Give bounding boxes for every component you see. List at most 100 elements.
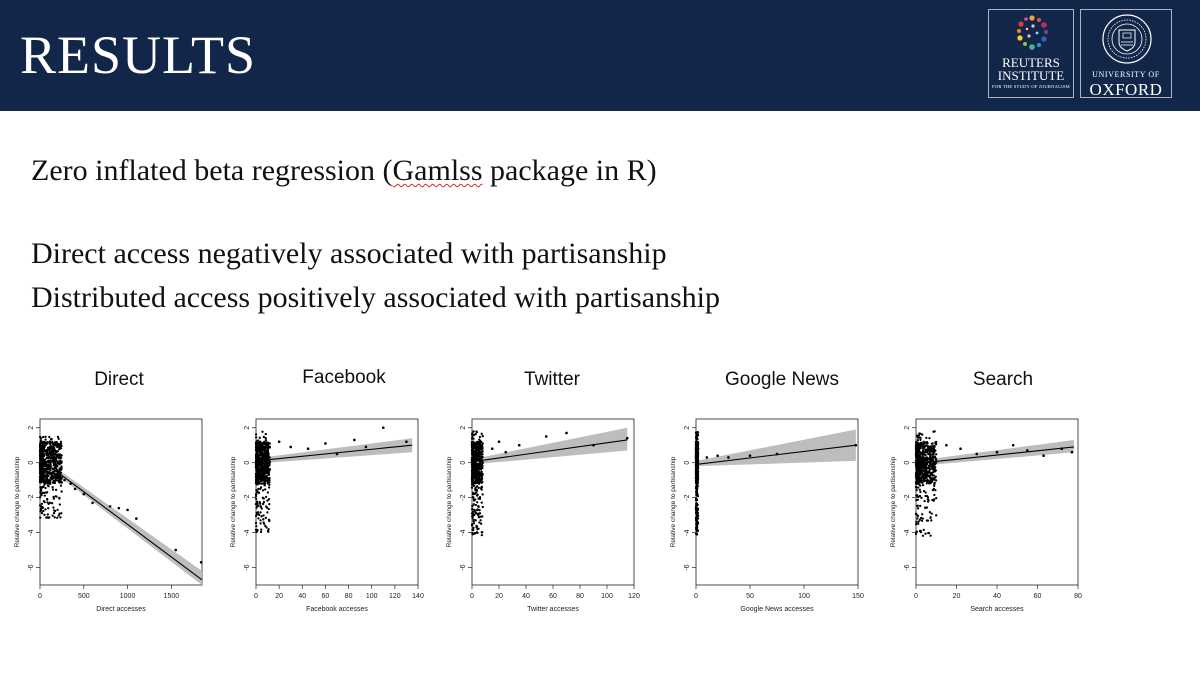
y-tick-label: -2 bbox=[28, 494, 35, 500]
data-point bbox=[39, 488, 42, 492]
data-point bbox=[471, 453, 475, 456]
data-point bbox=[925, 482, 928, 485]
data-point bbox=[265, 506, 269, 509]
data-point bbox=[933, 430, 936, 433]
data-point bbox=[57, 455, 60, 458]
data-point bbox=[470, 477, 474, 481]
plot-frame bbox=[39, 418, 203, 586]
data-point bbox=[44, 486, 47, 490]
regression-line bbox=[471, 439, 628, 463]
slide-title: RESULTS bbox=[20, 25, 257, 85]
data-point bbox=[917, 449, 920, 452]
data-point bbox=[260, 528, 263, 531]
data-point bbox=[268, 479, 271, 482]
data-point bbox=[473, 532, 476, 535]
data-point bbox=[260, 482, 263, 485]
confidence-band bbox=[916, 439, 1074, 467]
data-point bbox=[56, 435, 60, 439]
data-point bbox=[470, 433, 474, 436]
data-point bbox=[934, 475, 937, 478]
data-point bbox=[56, 477, 59, 480]
data-point bbox=[254, 521, 258, 525]
data-point-outlier bbox=[63, 478, 66, 482]
data-point bbox=[914, 512, 918, 515]
data-point bbox=[917, 495, 920, 499]
data-point bbox=[929, 472, 932, 475]
data-point bbox=[695, 487, 698, 490]
data-point bbox=[51, 486, 54, 489]
y-axis-label: Relative change to partisanship bbox=[670, 456, 677, 547]
y-tick-label: -6 bbox=[460, 564, 467, 570]
data-point bbox=[470, 524, 474, 527]
y-tick-label: 0 bbox=[684, 461, 691, 465]
data-point bbox=[49, 454, 53, 457]
data-point bbox=[263, 454, 266, 458]
data-point bbox=[53, 475, 56, 478]
x-tick-label: 0 bbox=[38, 593, 42, 600]
x-tick-label: 100 bbox=[798, 593, 810, 600]
data-point bbox=[480, 448, 483, 451]
data-point bbox=[268, 463, 271, 467]
data-point bbox=[44, 464, 47, 468]
data-point bbox=[477, 504, 480, 508]
data-point bbox=[50, 460, 53, 463]
data-point bbox=[471, 504, 474, 508]
data-point bbox=[475, 494, 479, 497]
data-point bbox=[918, 488, 921, 491]
data-point-outlier bbox=[381, 426, 385, 430]
data-point bbox=[477, 527, 480, 530]
data-point bbox=[696, 494, 700, 498]
data-point bbox=[52, 448, 55, 451]
data-point bbox=[921, 447, 924, 450]
data-point bbox=[917, 520, 920, 523]
data-point bbox=[44, 441, 47, 444]
data-point bbox=[695, 511, 698, 515]
data-point bbox=[260, 507, 263, 510]
data-point bbox=[268, 483, 271, 487]
data-point bbox=[263, 443, 266, 446]
data-point bbox=[254, 467, 258, 470]
data-point bbox=[261, 489, 265, 492]
data-point bbox=[57, 445, 60, 448]
data-point-outlier bbox=[544, 435, 548, 438]
data-point bbox=[917, 476, 920, 479]
data-point bbox=[264, 476, 267, 479]
data-point-outlier bbox=[945, 443, 948, 447]
data-point bbox=[472, 522, 475, 525]
y-tick-label: 2 bbox=[28, 426, 35, 430]
data-point bbox=[922, 458, 925, 462]
data-point bbox=[60, 512, 63, 515]
data-point bbox=[929, 516, 932, 520]
data-point bbox=[477, 455, 480, 458]
confidence-band bbox=[696, 429, 856, 467]
data-point bbox=[54, 457, 57, 461]
reuters-institute-logo: REUTERS INSTITUTE FOR THE STUDY OF JOURN… bbox=[988, 9, 1074, 98]
data-point bbox=[478, 479, 481, 482]
data-point bbox=[478, 496, 482, 499]
data-point bbox=[48, 435, 51, 439]
panel-title-direct: Direct bbox=[94, 369, 144, 390]
data-point bbox=[481, 505, 484, 509]
data-point bbox=[695, 528, 698, 532]
data-point bbox=[40, 486, 43, 489]
scatter-chart-google-news: 0 50 100 150 2 0 -2 -4 -6 Google News accesses Rel… bbox=[670, 418, 864, 613]
data-point bbox=[50, 475, 53, 478]
y-tick-label: -2 bbox=[460, 494, 467, 500]
data-point bbox=[265, 455, 268, 459]
data-point bbox=[927, 479, 930, 483]
data-point bbox=[263, 484, 266, 487]
data-point bbox=[471, 516, 474, 520]
data-point bbox=[43, 467, 47, 471]
data-point bbox=[477, 477, 480, 480]
y-tick-label: 2 bbox=[460, 426, 467, 430]
data-point bbox=[930, 519, 933, 522]
data-point bbox=[266, 491, 270, 494]
data-point bbox=[480, 485, 483, 488]
data-point bbox=[42, 480, 45, 484]
data-point-outlier bbox=[199, 560, 203, 564]
data-point bbox=[264, 451, 267, 454]
data-point bbox=[257, 517, 260, 520]
data-point bbox=[915, 499, 918, 502]
data-point bbox=[257, 487, 260, 491]
